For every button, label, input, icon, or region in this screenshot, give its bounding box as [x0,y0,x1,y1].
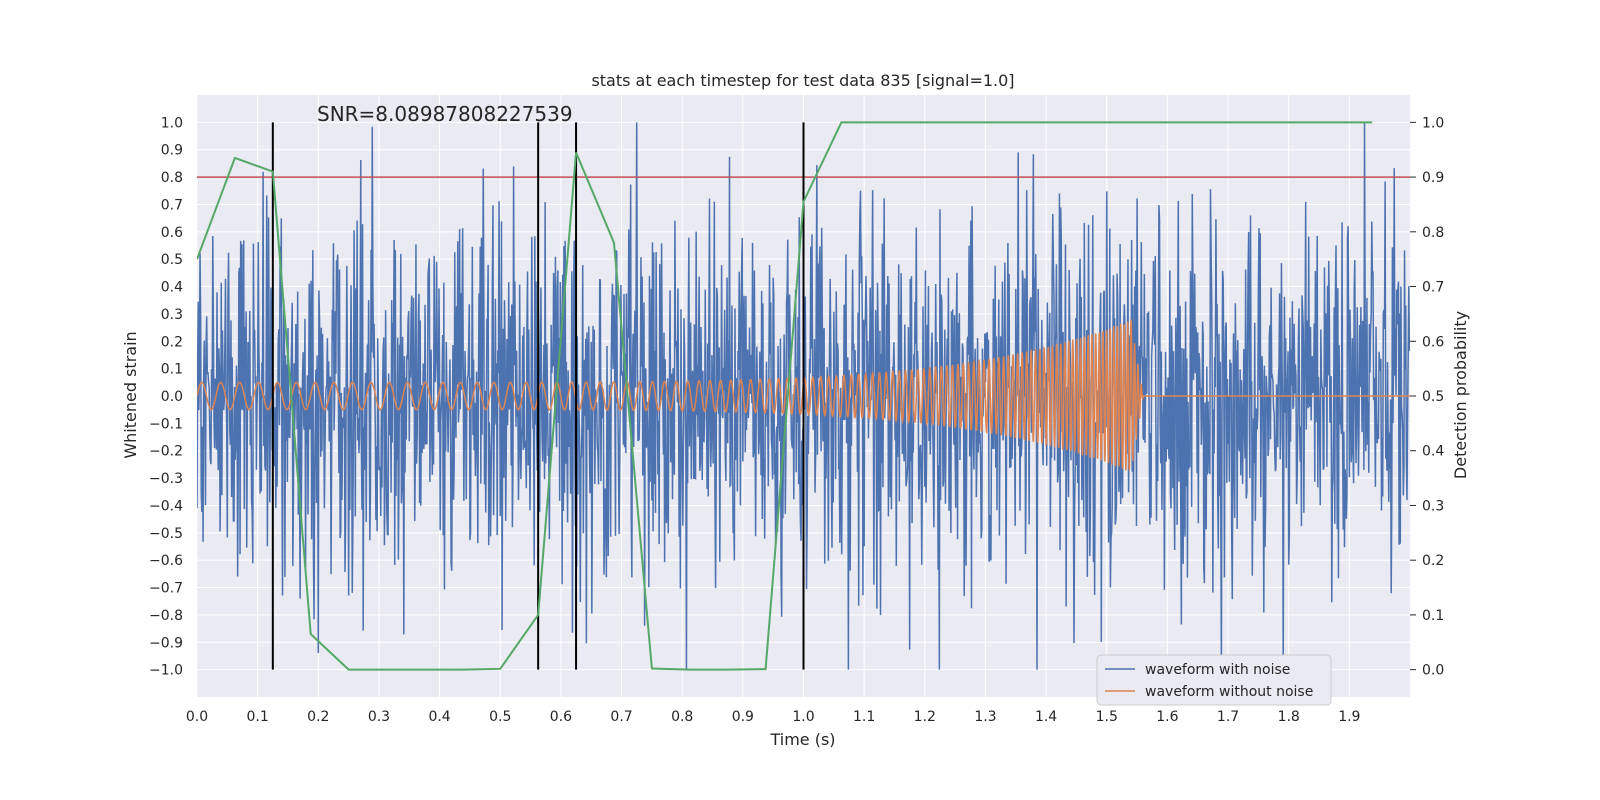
y-right-tick-label: 0.7 [1422,280,1444,296]
y-left-tick-label: −0.3 [149,471,183,487]
x-tick-label: 0.6 [550,709,572,725]
y-right-tick-label: 0.2 [1422,553,1444,569]
y-left-tick-label: 0.9 [161,143,183,159]
x-tick-label: 0.2 [307,709,329,725]
y-left-tick-label: −0.8 [149,608,183,624]
x-tick-label: 1.8 [1278,709,1300,725]
y-right-tick-label: 1.0 [1422,115,1444,131]
y-right-tick-label: 0.1 [1422,608,1444,624]
x-tick-label: 0.5 [489,709,511,725]
x-tick-label: 1.6 [1156,709,1178,725]
y-left-tick-label: −0.9 [149,635,183,651]
y-left-tick-label: −0.4 [149,498,183,514]
y-right-tick-label: 0.0 [1422,663,1444,679]
y-right-axis-ticks: 1.0 0.9 0.8 0.7 0.6 0.5 0.4 0.3 0.2 0.1 0.0 [1410,115,1444,679]
y-left-tick-label: −0.2 [149,444,183,460]
x-axis-label: Time (s) [769,730,835,749]
y-right-tick-label: 0.6 [1422,334,1444,350]
chart-title: stats at each timestep for test data 835… [591,71,1014,90]
x-tick-label: 1.3 [974,709,996,725]
legend-label-noise: waveform with noise [1145,662,1290,678]
x-tick-label: 0.7 [610,709,632,725]
x-tick-label: 0.9 [732,709,754,725]
y-left-tick-label: 0.1 [161,362,183,378]
y-left-tick-label: 0.4 [161,280,183,296]
y-left-axis-ticks: 1.0 0.9 0.8 0.7 0.6 0.5 0.4 0.3 0.2 0.1 0.0 −0.1 −0.… [149,115,183,678]
y-right-axis-label: Detection probability [1451,311,1470,479]
y-left-tick-label: −1.0 [149,663,183,679]
y-left-tick-label: −0.7 [149,581,183,597]
y-left-axis-label: Whitened strain [121,331,140,458]
y-right-tick-label: 0.9 [1422,170,1444,186]
x-tick-label: 0.1 [247,709,269,725]
x-tick-label: 1.7 [1217,709,1239,725]
x-tick-label: 1.9 [1338,709,1360,725]
x-tick-label: 1.1 [853,709,875,725]
snr-annotation: SNR=8.08987808227539 [317,102,573,126]
x-tick-label: 0.8 [671,709,693,725]
y-right-tick-label: 0.5 [1422,389,1444,405]
x-tick-label: 0.3 [368,709,390,725]
y-left-tick-label: 0.3 [161,307,183,323]
y-left-tick-label: 0.2 [161,334,183,350]
y-left-tick-label: −0.6 [149,553,183,569]
y-left-tick-label: 0.7 [161,197,183,213]
y-left-tick-label: 0.8 [161,170,183,186]
y-left-tick-label: 0.0 [161,389,183,405]
x-tick-label: 0.4 [428,709,450,725]
x-tick-label: 1.0 [792,709,814,725]
series-detection-probability [197,121,1373,671]
y-left-tick-label: 0.5 [161,252,183,268]
x-tick-label: 1.5 [1096,709,1118,725]
vertical-markers [271,122,805,670]
y-left-tick-label: 1.0 [161,115,183,131]
x-tick-label: 1.2 [914,709,936,725]
y-right-tick-label: 0.3 [1422,498,1444,514]
legend: waveform with noise waveform without noi… [1096,654,1332,706]
x-tick-label: 0.0 [186,709,208,725]
x-axis-ticks: 0.0 0.1 0.2 0.3 0.4 0.5 0.6 0.7 0.8 0.9 1.0 1.1 1.2 1… [186,709,1361,725]
y-right-tick-label: 0.4 [1422,444,1444,460]
series-layer [197,121,1410,671]
y-right-tick-label: 0.8 [1422,225,1444,241]
y-left-tick-label: −0.5 [149,526,183,542]
y-left-tick-label: 0.6 [161,225,183,241]
legend-box [1096,654,1332,706]
x-tick-label: 1.4 [1035,709,1057,725]
y-left-tick-label: −0.1 [149,416,183,432]
legend-label-clean: waveform without noise [1145,684,1313,700]
